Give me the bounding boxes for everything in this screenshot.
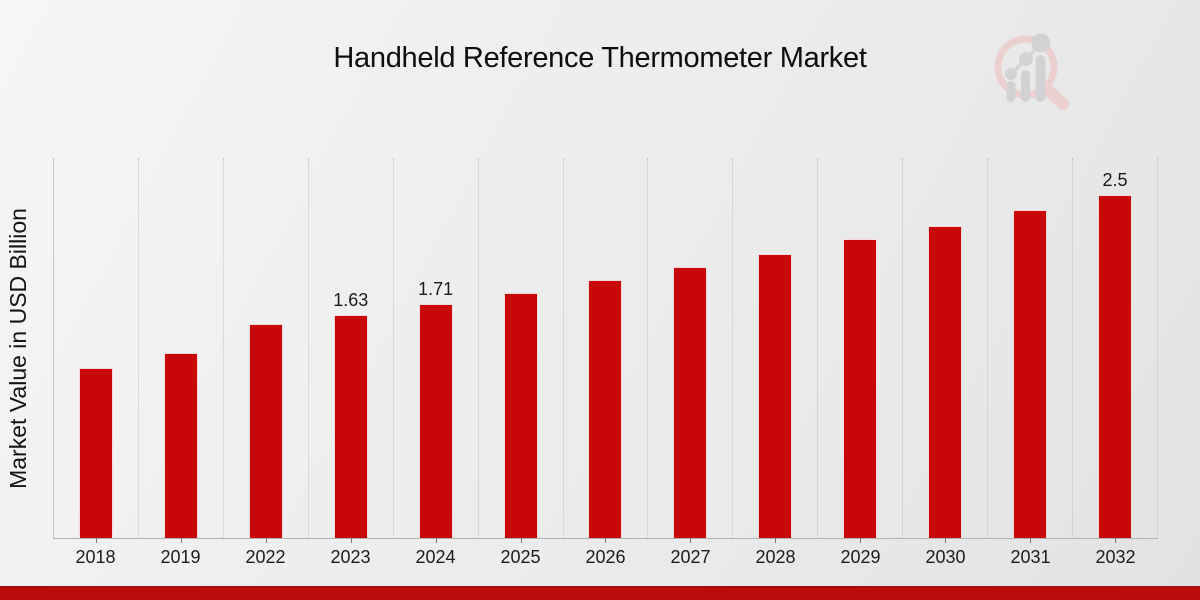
bar-2018 xyxy=(78,368,113,538)
bar-2027 xyxy=(673,266,708,538)
bar-2028 xyxy=(758,254,793,538)
category-column xyxy=(564,158,649,543)
category-column xyxy=(733,158,819,543)
x-tick-label-2026: 2026 xyxy=(585,547,626,567)
footer-band xyxy=(0,586,1200,600)
bar-value-label: 2.5 xyxy=(1102,170,1128,191)
x-axis-tick xyxy=(945,538,947,543)
logo-bar-2-icon xyxy=(1021,70,1030,102)
x-axis-tick xyxy=(520,538,522,543)
bar-2024 xyxy=(418,303,453,538)
x-axis-tick xyxy=(690,538,692,543)
trend-dot-big-icon xyxy=(1031,33,1051,53)
category-column xyxy=(224,158,309,543)
bar-2019 xyxy=(163,353,198,538)
bar-2032 xyxy=(1098,195,1133,538)
x-tick-label-2019: 2019 xyxy=(160,547,201,567)
logo-bar-1-icon xyxy=(1006,81,1016,102)
x-axis-tick xyxy=(350,538,352,543)
x-tick-label-2028: 2028 xyxy=(755,547,796,567)
x-tick-label-2025: 2025 xyxy=(500,547,541,567)
bar-value-label: 1.63 xyxy=(333,289,369,310)
plot-area: 1.63 1.71 2.5 xyxy=(53,158,1158,543)
y-axis-label: Market Value in USD Billion xyxy=(4,208,31,489)
category-column xyxy=(648,158,734,543)
trend-dot-small-icon xyxy=(1005,68,1017,80)
x-axis-tick xyxy=(95,538,97,543)
x-tick-label-2030: 2030 xyxy=(925,547,966,567)
category-column xyxy=(903,158,989,543)
chart-title: Handheld Reference Thermometer Market xyxy=(333,42,867,74)
x-axis-tick xyxy=(775,538,777,543)
category-column xyxy=(139,158,224,543)
x-tick-label-2024: 2024 xyxy=(415,547,456,567)
x-tick-label-2027: 2027 xyxy=(670,547,711,567)
bar-2029 xyxy=(843,239,878,538)
category-column: 1.63 xyxy=(309,158,394,543)
category-column xyxy=(988,158,1074,543)
x-tick-label-2029: 2029 xyxy=(840,547,881,567)
bar-2030 xyxy=(928,225,963,538)
category-column xyxy=(54,158,139,543)
bar-2026 xyxy=(588,280,623,538)
category-column: 1.71 xyxy=(394,158,479,543)
x-tick-label-2031: 2031 xyxy=(1010,547,1051,567)
bar-2023 xyxy=(333,314,368,538)
x-axis: 2018 2019 2022 2023 2024 2025 2026 2027 2028 2029… xyxy=(53,547,1158,568)
x-axis-tick xyxy=(860,538,862,543)
x-axis-tick xyxy=(1030,538,1032,543)
x-axis-tick xyxy=(435,538,437,543)
logo-bar-3-icon xyxy=(1035,55,1046,102)
category-column xyxy=(479,158,564,543)
category-column: 2.5 xyxy=(1073,158,1158,543)
y-axis: Market Value in USD Billion xyxy=(0,158,36,539)
x-tick-label-2022: 2022 xyxy=(245,547,286,567)
x-axis-tick xyxy=(265,538,267,543)
bar-2025 xyxy=(503,292,538,538)
bar-2022 xyxy=(248,324,283,538)
x-tick-label-2018: 2018 xyxy=(75,547,116,567)
x-tick-label-2032: 2032 xyxy=(1095,547,1136,567)
bar-value-label: 1.71 xyxy=(418,278,454,299)
category-column xyxy=(818,158,904,543)
x-axis-tick xyxy=(180,538,182,543)
x-axis-tick xyxy=(605,538,607,543)
x-axis-tick xyxy=(1115,538,1117,543)
x-tick-label-2023: 2023 xyxy=(330,547,371,567)
magnifier-handle-icon xyxy=(1043,85,1069,110)
trend-dot-mid-icon xyxy=(1019,52,1033,66)
bar-2031 xyxy=(1013,210,1048,538)
magnifier-bar-chart-logo xyxy=(994,33,1069,110)
